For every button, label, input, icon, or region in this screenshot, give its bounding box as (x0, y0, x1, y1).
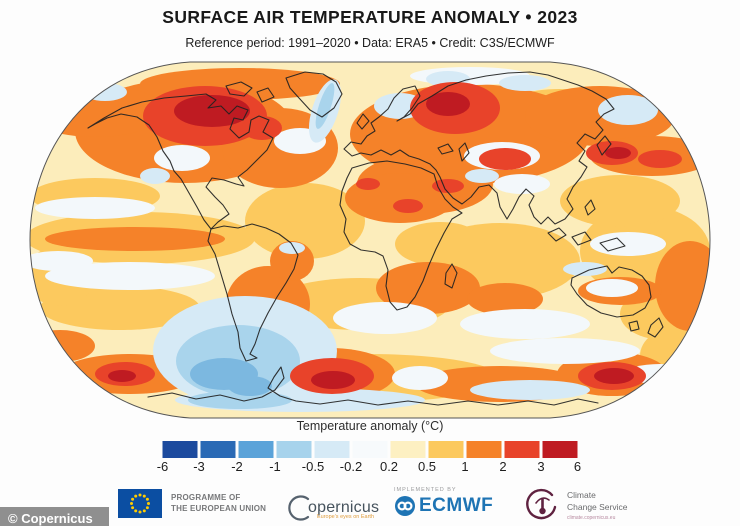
c3s-logo: Climate Change Service climate.copernicu… (524, 487, 627, 524)
implemented-by-label: IMPLEMENTED BY (394, 487, 457, 493)
c3s-text-line1: Climate (567, 490, 596, 501)
legend-tick-label: 6 (573, 459, 582, 474)
c3s-text-line2: Change Service (567, 501, 628, 512)
world-map-svg (29, 61, 711, 419)
ecmwf-logo: IMPLEMENTED BY ECMWF (394, 487, 493, 517)
copernicus-wordmark: opernicus (308, 499, 380, 516)
legend-tick-label: -0.2 (339, 459, 363, 474)
legend-tick-label: -2 (231, 459, 243, 474)
legend-tick-label: 1 (461, 459, 469, 474)
copernicus-watermark: © Copernicus (0, 507, 109, 526)
legend-tick-label: -0.5 (301, 459, 325, 474)
legend-swatch (238, 441, 274, 458)
legend-title: Temperature anomaly (°C) (296, 419, 444, 433)
copernicus-c-icon (288, 495, 310, 521)
legend-labels: -6 -3 -2 -1 -0.5 -0.2 0.2 0.5 1 2 3 6 (157, 459, 582, 475)
eu-text-line2: THE EUROPEAN UNION (171, 503, 267, 513)
eu-text-line1: PROGRAMME OF (171, 493, 241, 503)
legend-tick-label: -6 (156, 459, 169, 474)
map-outline (29, 61, 711, 419)
legend-tick-label: 0.5 (417, 459, 437, 474)
legend-tick-label: -3 (193, 459, 205, 474)
legend-swatch (466, 441, 502, 458)
legend-tick-label: -1 (269, 459, 281, 474)
anomaly-deepblue-layer (190, 358, 272, 396)
legend-swatch (542, 441, 578, 458)
legend-tick-label: 0.2 (379, 459, 399, 474)
ecmwf-icon (395, 496, 415, 516)
copernicus-tagline: Europe's eyes on Earth (317, 514, 375, 520)
anomaly-layer (30, 67, 710, 412)
page-subtitle: Reference period: 1991–2020 • Data: ERA5… (185, 36, 555, 50)
eu-flag-icon (118, 489, 162, 518)
legend-swatch (352, 441, 388, 458)
legend-swatch (162, 441, 198, 458)
ecmwf-wordmark: ECMWF (419, 495, 494, 516)
legend-swatch (504, 441, 540, 458)
legend-swatch (390, 441, 426, 458)
legend-swatch (314, 441, 350, 458)
legend-tick-label: 3 (537, 459, 545, 474)
page-title: SURFACE AIR TEMPERATURE ANOMALY • 2023 (162, 7, 578, 27)
eu-programme-logo: PROGRAMME OF THE EUROPEAN UNION (118, 489, 266, 518)
legend-swatch (276, 441, 312, 458)
world-map (0, 56, 740, 424)
coastlines (87, 71, 664, 406)
legend-swatch (200, 441, 236, 458)
legend-tick-label: 2 (499, 459, 507, 474)
legend-bar (162, 441, 578, 458)
c3s-icon (526, 488, 557, 520)
copernicus-logo: opernicus Europe's eyes on Earth (283, 492, 393, 526)
legend-swatch (428, 441, 464, 458)
c3s-url: climate.copernicus.eu (567, 514, 616, 521)
anomaly-darkred-layer (108, 92, 634, 389)
